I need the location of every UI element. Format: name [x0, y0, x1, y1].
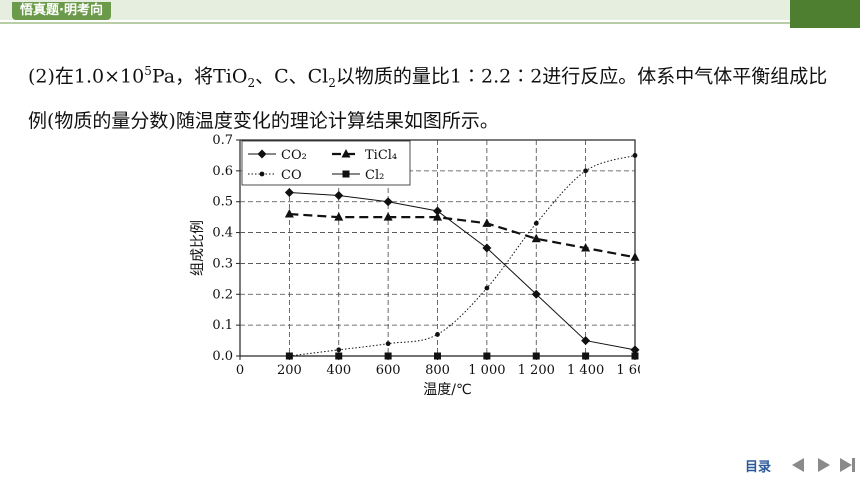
x-tick-label: 600	[376, 363, 401, 378]
para-text-3: 、C、Cl	[255, 65, 329, 88]
legend-marker-1	[257, 149, 267, 159]
x-tick-label: 1 400	[567, 363, 604, 378]
x-tick-label: 800	[425, 363, 450, 378]
data-point-series-3	[336, 347, 342, 353]
para-sub-2: 2	[328, 76, 336, 91]
legend-label-2: TiCl₄	[365, 148, 397, 163]
data-point-series-4	[335, 352, 343, 360]
data-point-series-2	[284, 209, 294, 218]
section-tag: 悟真题·明考向	[12, 2, 111, 20]
data-point-series-1	[482, 243, 492, 253]
data-point-series-3	[435, 332, 440, 337]
legend-box	[241, 140, 411, 186]
data-point-series-4	[384, 352, 392, 360]
data-point-series-4	[285, 352, 293, 360]
legend-marker-2	[341, 149, 351, 158]
toc-link[interactable]: 目录	[745, 460, 772, 475]
x-axis-label: 温度/℃	[423, 382, 471, 398]
data-point-series-4	[631, 352, 639, 360]
y-tick-label: 0.0	[212, 349, 233, 364]
y-tick-label: 0.4	[212, 226, 233, 241]
y-tick-label: 0.2	[212, 287, 233, 302]
data-point-series-2	[383, 212, 393, 221]
header-corner-block	[790, 0, 860, 28]
data-point-series-1	[581, 336, 591, 346]
data-point-series-4	[532, 352, 540, 360]
para-text-4: 以物质的量比1∶2.2∶2进行反应。体系中气体平衡组成比例(物质的量分数)随温度…	[28, 65, 828, 133]
y-tick-label: 0.6	[212, 164, 233, 179]
data-point-series-2	[531, 233, 541, 243]
series-line-1	[289, 191, 636, 351]
question-paragraph: (2)在1.0×105Pa，将TiO2、C、Cl2以物质的量比1∶2.2∶2进行…	[28, 52, 838, 140]
legend-label-3: CO	[281, 168, 302, 183]
header: 悟真题·明考向	[0, 0, 860, 28]
data-point-series-1	[334, 191, 344, 201]
data-point-series-3	[583, 168, 589, 174]
x-tick-label: 1 200	[518, 363, 555, 378]
para-sub-1: 2	[247, 76, 256, 91]
data-point-series-1	[383, 197, 393, 207]
data-point-series-1	[531, 289, 541, 299]
y-tick-label: 0.5	[212, 195, 233, 210]
data-point-series-3	[632, 153, 638, 158]
para-sup-1: 5	[144, 64, 152, 78]
header-divider	[0, 22, 860, 24]
data-point-series-2	[581, 243, 591, 252]
data-point-series-3	[484, 285, 490, 291]
data-point-series-1	[630, 345, 640, 355]
series-line-2	[289, 212, 636, 259]
y-tick-label: 0.3	[212, 256, 233, 271]
data-point-series-2	[482, 218, 492, 227]
data-point-series-3	[533, 220, 539, 226]
y-axis-label: 组成比例	[190, 220, 206, 276]
x-tick-label: 0	[236, 363, 244, 378]
data-point-series-2	[334, 212, 344, 221]
x-tick-label: 1 000	[468, 363, 505, 378]
next-page-icon[interactable]	[818, 458, 830, 472]
data-point-series-2	[433, 212, 442, 221]
data-point-series-1	[433, 206, 442, 216]
data-point-series-2	[630, 252, 640, 261]
legend-label-4: Cl₂	[365, 168, 384, 183]
series-line-3	[289, 154, 636, 357]
data-point-series-3	[385, 341, 391, 347]
y-tick-label: 0.7	[212, 133, 233, 148]
legend-marker-4	[342, 170, 350, 178]
legend-marker-3	[259, 171, 265, 177]
composition-chart: 0 200 400 600 800 1 000 1 200 1 400 1 600 0.0 0.1 0…	[190, 133, 640, 398]
x-tick-label: 1 600	[616, 363, 640, 378]
last-page-icon[interactable]	[840, 458, 855, 472]
y-tick-label: 0.1	[212, 318, 233, 333]
header-bar	[0, 0, 800, 20]
x-tick-label: 200	[277, 363, 302, 378]
data-point-series-1	[284, 187, 294, 197]
prev-page-icon[interactable]	[792, 458, 804, 472]
para-text-2: Pa，将TiO	[151, 65, 248, 88]
data-point-series-4	[582, 352, 590, 360]
legend-label-1: CO₂	[281, 148, 307, 163]
x-tick-label: 400	[326, 363, 351, 378]
data-point-series-4	[483, 352, 491, 360]
data-point-series-4	[434, 352, 441, 360]
para-text-1: (2)在1.0×10	[28, 65, 145, 88]
